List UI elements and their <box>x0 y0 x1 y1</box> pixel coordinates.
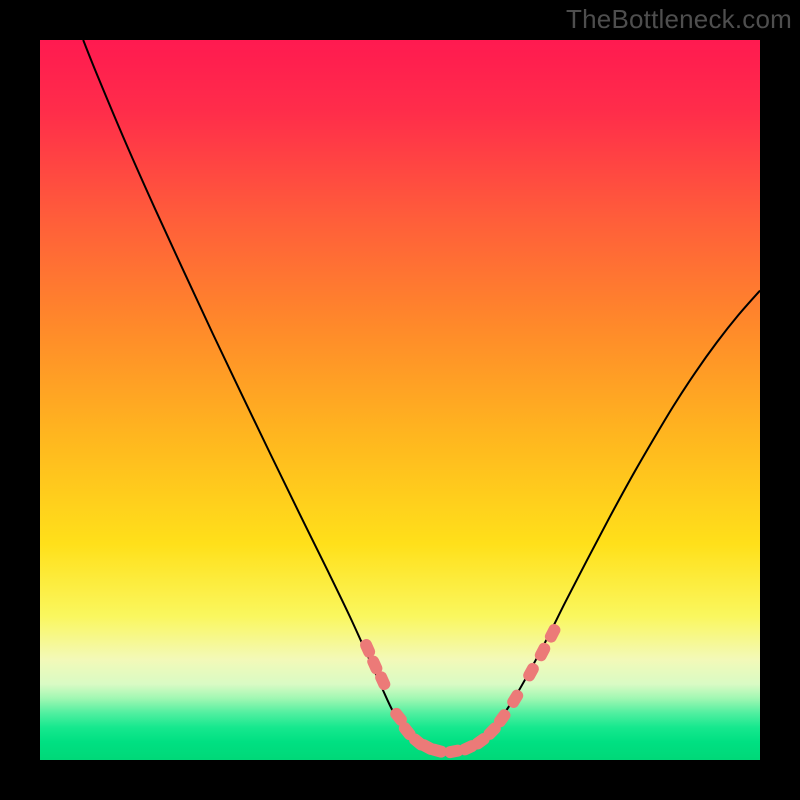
chart-canvas: TheBottleneck.com <box>0 0 800 800</box>
watermark-text: TheBottleneck.com <box>566 4 792 35</box>
gradient-background <box>40 40 760 760</box>
chart-svg <box>0 0 800 800</box>
